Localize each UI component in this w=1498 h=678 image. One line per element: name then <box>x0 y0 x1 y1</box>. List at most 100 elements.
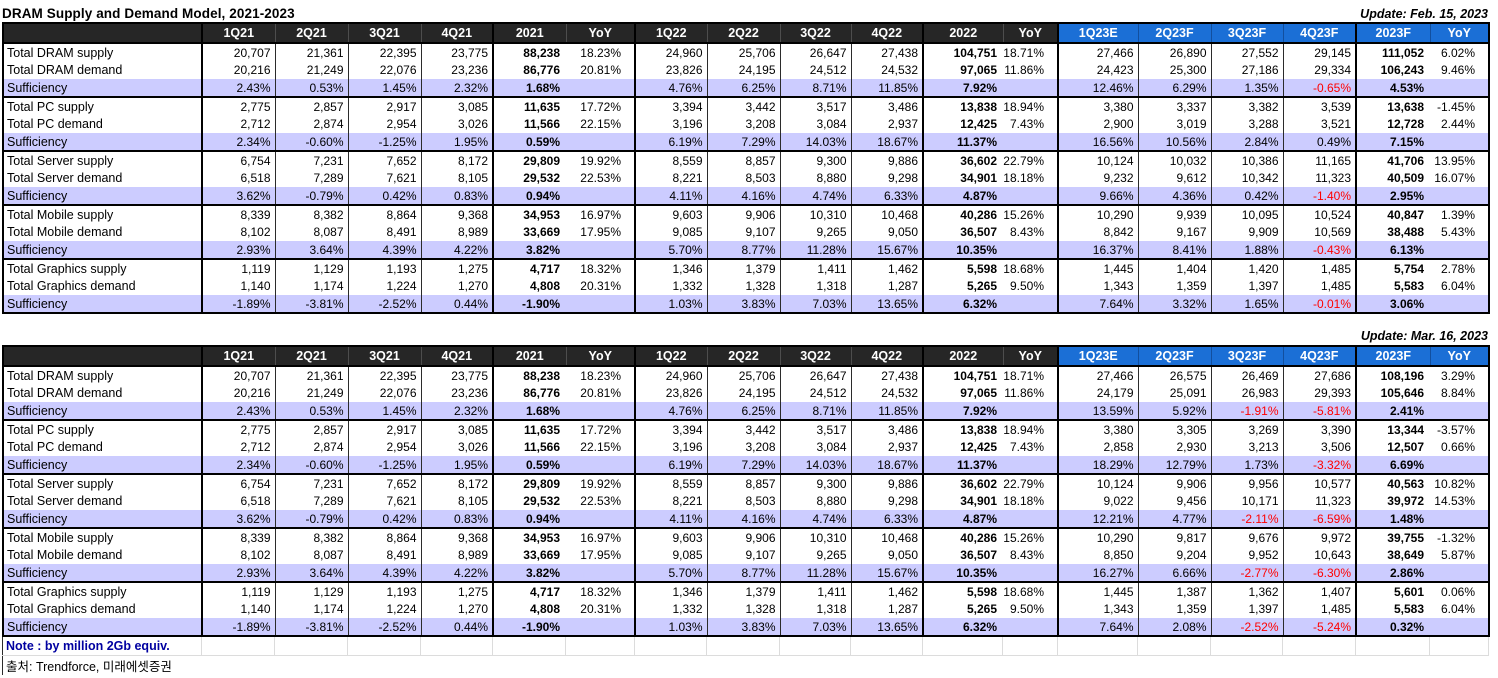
data-cell: -3.57% <box>1430 419 1489 438</box>
data-cell: 34,953 <box>492 204 566 223</box>
data-cell: 26,983 <box>1210 384 1283 402</box>
data-cell: 39,972 <box>1355 492 1430 510</box>
data-cell: -5.81% <box>1282 402 1356 420</box>
data-cell <box>1430 456 1489 474</box>
data-cell: 9,368 <box>420 204 493 223</box>
data-cell: 18.32% <box>566 581 635 600</box>
data-cell: 8,339 <box>201 204 275 223</box>
data-cell: 8,559 <box>634 473 707 492</box>
data-cell: 8,864 <box>347 204 421 223</box>
data-cell: 2,874 <box>274 115 348 133</box>
data-cell: 11.86% <box>1004 386 1044 400</box>
table-row: Total DRAM demand 20,216 21,249 22,076 23,23… <box>3 61 1489 79</box>
data-cell: 36,602 <box>922 473 1003 492</box>
data-cell: 7.29% <box>706 456 780 474</box>
empty-grid-cell <box>1429 637 1489 656</box>
data-cell <box>1430 618 1489 636</box>
data-cell: 13.59% <box>1057 402 1138 420</box>
data-cell: 20.81% <box>580 63 621 77</box>
data-cell: 3.83% <box>706 295 780 313</box>
data-cell: 8,172 <box>420 150 493 169</box>
column-header: YoY <box>1429 346 1489 367</box>
data-cell: 1,462 <box>850 258 923 277</box>
data-cell <box>1003 187 1058 205</box>
title-row: DRAM Supply and Demand Model, 2021-2023 … <box>2 3 1489 21</box>
data-cell: 1,328 <box>706 277 780 295</box>
data-cell: 36,507 <box>922 223 1003 241</box>
data-cell: 10,468 <box>850 527 923 546</box>
data-cell: 9,952 <box>1210 546 1283 564</box>
data-cell: 11.37% <box>922 133 1003 151</box>
data-cell: 23,236 <box>420 384 493 402</box>
update-row-mar: Update: Mar. 16, 2023 <box>2 325 1489 343</box>
data-cell: 7,652 <box>347 473 421 492</box>
data-cell: 13,838 <box>922 96 1003 115</box>
data-cell: 9.50% <box>1009 279 1044 293</box>
data-cell: 5,598 <box>922 581 1003 600</box>
data-cell: 9,107 <box>706 546 780 564</box>
empty-grid-cell <box>347 637 421 656</box>
table-row: Total Mobile demand 8,102 8,087 8,491 8,989 3… <box>3 546 1489 564</box>
data-cell: 1,485 <box>1282 277 1356 295</box>
data-cell: 1.68% <box>492 402 566 420</box>
data-cell: 10,386 <box>1210 150 1283 169</box>
data-cell: 3,196 <box>634 438 707 456</box>
table-row: Total Graphics supply 1,119 1,129 1,193 1,27… <box>3 258 1489 277</box>
data-cell: 29,809 <box>492 473 566 492</box>
data-cell: 3,394 <box>634 419 707 438</box>
update-label-mar: Update: Mar. 16, 2023 <box>1360 329 1488 343</box>
data-cell: 3,506 <box>1282 438 1356 456</box>
data-cell: 1.88% <box>1210 241 1283 259</box>
data-cell: 4.36% <box>1137 187 1211 205</box>
data-cell: 24,532 <box>850 61 923 79</box>
row-label: Total DRAM demand <box>7 386 123 400</box>
data-cell: 3.83% <box>706 618 780 636</box>
data-cell: 2,775 <box>201 96 275 115</box>
data-cell: 1,328 <box>706 600 780 618</box>
data-cell: 14.53% <box>1434 494 1475 508</box>
data-cell: 2.93% <box>201 241 275 259</box>
column-header: 3Q23F <box>1210 346 1283 367</box>
data-cell: 25,706 <box>706 365 780 384</box>
data-cell: 6,518 <box>201 169 275 187</box>
data-cell: -5.24% <box>1282 618 1356 636</box>
data-cell: 8,850 <box>1057 546 1138 564</box>
data-cell: 2,857 <box>274 419 348 438</box>
data-cell: 9,939 <box>1137 204 1211 223</box>
data-cell: 11,635 <box>492 419 566 438</box>
data-cell: 24,960 <box>634 42 707 61</box>
data-cell: 4,717 <box>492 258 566 277</box>
column-header: 3Q23F <box>1210 23 1283 44</box>
data-cell: 34,953 <box>492 527 566 546</box>
data-cell: 9,909 <box>1210 223 1283 241</box>
data-cell: 6.19% <box>634 456 707 474</box>
column-header: 4Q21 <box>420 346 493 367</box>
data-cell: 8,105 <box>420 169 493 187</box>
data-cell: 1,140 <box>201 600 275 618</box>
data-cell: 2.32% <box>420 402 493 420</box>
table-row: Total Server demand 6,518 7,289 7,621 8,105 2… <box>3 492 1489 510</box>
data-cell: 0.83% <box>420 187 493 205</box>
data-cell: 9,265 <box>779 223 851 241</box>
data-cell: 40,563 <box>1355 473 1430 492</box>
data-cell: 10,290 <box>1057 204 1138 223</box>
column-header: YoY <box>1002 23 1058 44</box>
update-label-feb: Update: Feb. 15, 2023 <box>1360 7 1488 21</box>
data-cell: 3,337 <box>1137 96 1211 115</box>
row-label: Total Server demand <box>7 171 123 185</box>
data-cell: -3.81% <box>274 295 348 313</box>
data-cell <box>1430 510 1489 528</box>
column-header: 3Q22 <box>779 23 851 44</box>
data-cell: 38,488 <box>1355 223 1430 241</box>
row-label: Total Mobile supply <box>3 527 202 546</box>
data-cell: 23,775 <box>420 42 493 61</box>
data-cell: 5,265 <box>922 600 1003 618</box>
data-cell: 2,917 <box>347 96 421 115</box>
data-cell: 104,751 <box>922 365 1003 384</box>
data-cell: 8,105 <box>420 492 493 510</box>
data-cell: 18.32% <box>566 258 635 277</box>
data-cell: 2.44% <box>1440 117 1475 131</box>
data-cell: 8,491 <box>347 223 421 241</box>
data-cell: 1,379 <box>706 258 780 277</box>
data-cell: 2.78% <box>1430 258 1489 277</box>
